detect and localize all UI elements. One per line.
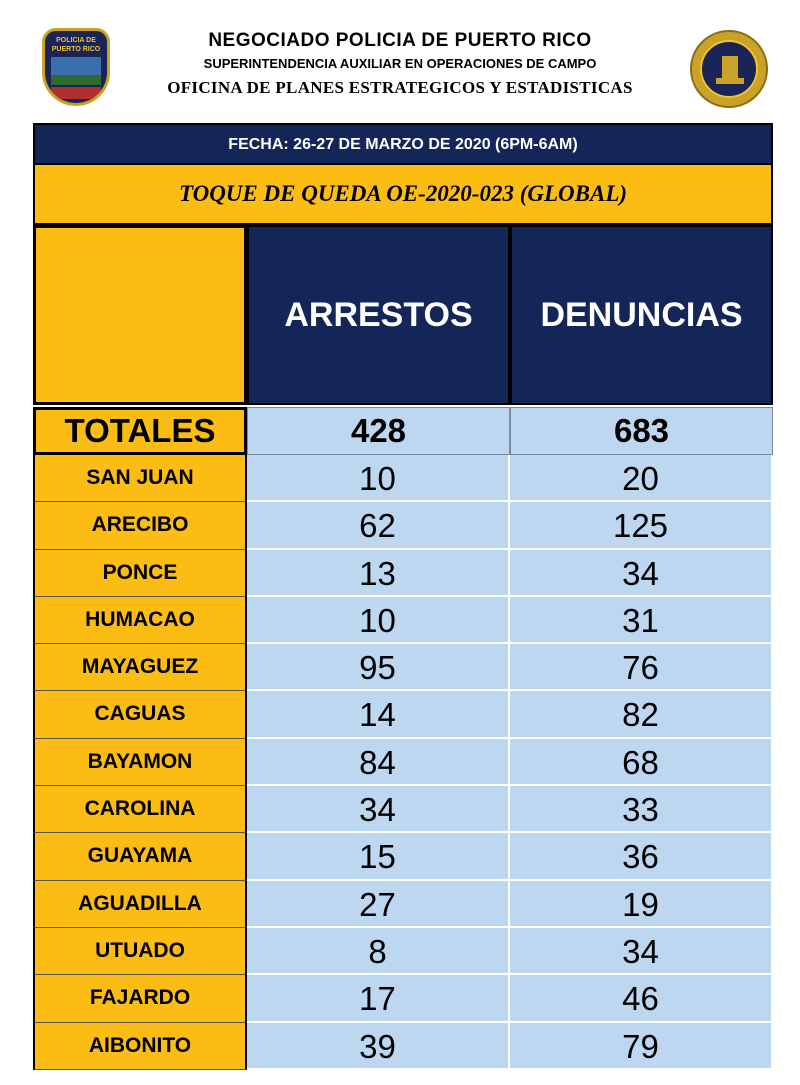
- table-row: PONCE 13 34: [33, 549, 773, 597]
- totals-label: TOTALES: [33, 407, 247, 455]
- arrestos-value: 15: [247, 833, 510, 881]
- denuncias-value: 79: [510, 1022, 773, 1070]
- region-name: CAGUAS: [33, 691, 247, 739]
- date-banner: FECHA: 26-27 DE MARZO DE 2020 (6PM-6AM): [33, 123, 773, 165]
- region-name: CAROLINA: [33, 786, 247, 834]
- header-blank-cell: [33, 225, 247, 405]
- table-row: BAYAMON 84 68: [33, 738, 773, 787]
- denuncias-value: 68: [510, 738, 773, 787]
- table-row: AGUADILLA 27 19: [33, 880, 773, 928]
- table-row: CAGUAS 14 82: [33, 691, 773, 739]
- denuncias-value: 46: [510, 975, 773, 1023]
- arrestos-value: 8: [247, 927, 510, 976]
- denuncias-value: 125: [510, 502, 773, 550]
- office-seal-icon: [690, 30, 768, 108]
- table-row: HUMACAO 10 31: [33, 596, 773, 645]
- column-header-denuncias: DENUNCIAS: [510, 225, 773, 405]
- arrestos-value: 27: [247, 880, 510, 928]
- denuncias-value: 34: [510, 549, 773, 597]
- arrestos-value: 39: [247, 1022, 510, 1070]
- region-name: FAJARDO: [33, 975, 247, 1023]
- denuncias-value: 19: [510, 880, 773, 928]
- agency-title: NEGOCIADO POLICIA DE PUERTO RICO: [208, 30, 592, 51]
- police-badge-icon: POLICIA DE PUERTO RICO: [42, 28, 110, 106]
- region-name: GUAYAMA: [33, 833, 247, 881]
- curfew-title: TOQUE DE QUEDA OE-2020-023 (GLOBAL): [33, 165, 773, 225]
- column-header-arrestos: ARRESTOS: [247, 225, 510, 405]
- arrestos-value: 84: [247, 738, 510, 787]
- denuncias-value: 36: [510, 833, 773, 881]
- denuncias-value: 34: [510, 927, 773, 976]
- denuncias-value: 31: [510, 596, 773, 645]
- table-row: UTUADO 8 34: [33, 927, 773, 976]
- document-header: POLICIA DE PUERTO RICO NEGOCIADO POLICIA…: [0, 0, 800, 118]
- arrestos-value: 13: [247, 549, 510, 597]
- region-name: PONCE: [33, 549, 247, 597]
- office-title: OFICINA DE PLANES ESTRATEGICOS Y ESTADIS…: [167, 78, 633, 97]
- denuncias-value: 76: [510, 644, 773, 692]
- table-row: FAJARDO 17 46: [33, 975, 773, 1023]
- totals-arrestos: 428: [247, 407, 510, 455]
- arrestos-value: 10: [247, 596, 510, 645]
- region-name: AIBONITO: [33, 1022, 247, 1070]
- denuncias-value: 33: [510, 786, 773, 834]
- region-name: HUMACAO: [33, 596, 247, 645]
- arrestos-value: 14: [247, 691, 510, 739]
- table-row: CAROLINA 34 33: [33, 786, 773, 834]
- totals-denuncias: 683: [510, 407, 773, 455]
- table-row: SAN JUAN 10 20: [33, 455, 773, 503]
- region-name: BAYAMON: [33, 738, 247, 787]
- arrestos-value: 34: [247, 786, 510, 834]
- arrestos-value: 10: [247, 455, 510, 503]
- arrestos-value: 62: [247, 502, 510, 550]
- region-rows: SAN JUAN 10 20 ARECIBO 62 125 PONCE 13 3…: [33, 455, 773, 1070]
- table-row: ARECIBO 62 125: [33, 502, 773, 550]
- region-name: SAN JUAN: [33, 455, 247, 503]
- denuncias-value: 82: [510, 691, 773, 739]
- region-name: MAYAGUEZ: [33, 644, 247, 692]
- denuncias-value: 20: [510, 455, 773, 503]
- arrestos-value: 17: [247, 975, 510, 1023]
- region-name: UTUADO: [33, 927, 247, 976]
- table-row: AIBONITO 39 79: [33, 1022, 773, 1070]
- region-name: ARECIBO: [33, 502, 247, 550]
- region-name: AGUADILLA: [33, 880, 247, 928]
- table-row: MAYAGUEZ 95 76: [33, 644, 773, 692]
- table-row: GUAYAMA 15 36: [33, 833, 773, 881]
- arrestos-value: 95: [247, 644, 510, 692]
- agency-subtitle: SUPERINTENDENCIA AUXILIAR EN OPERACIONES…: [203, 56, 597, 71]
